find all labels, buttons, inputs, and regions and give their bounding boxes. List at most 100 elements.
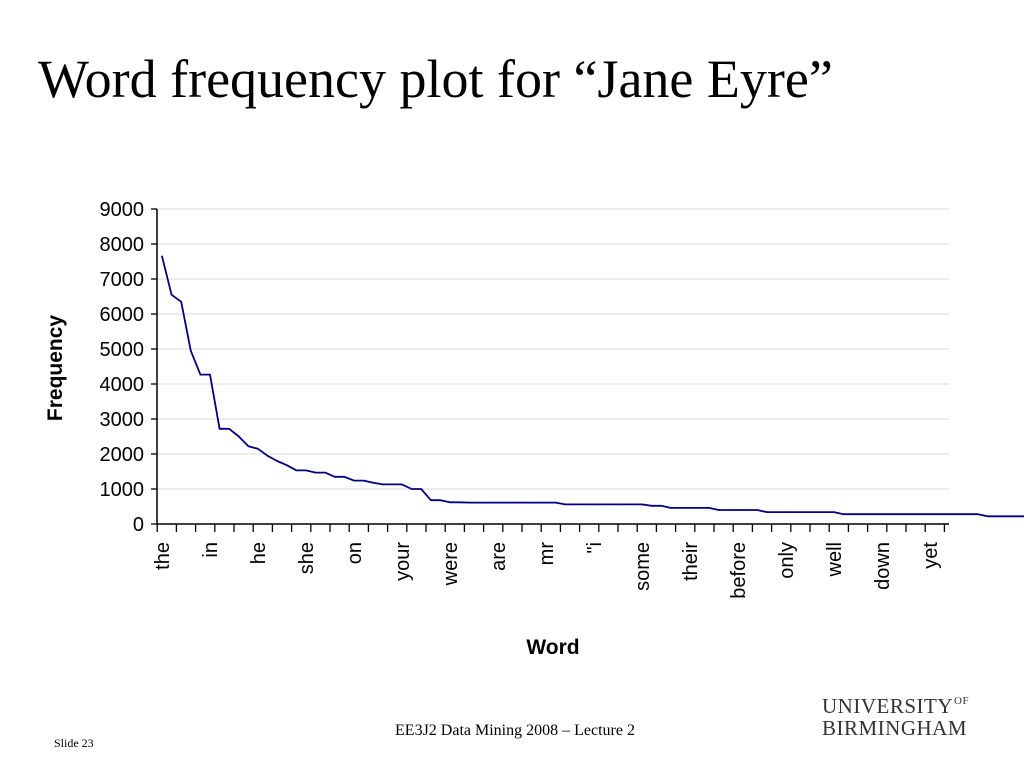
data-point <box>737 509 739 511</box>
data-point <box>718 509 720 511</box>
x-tick-label: your <box>392 542 414 581</box>
x-tick-label: the <box>152 542 174 570</box>
y-tick-label: 9000 <box>100 199 145 221</box>
y-ticks: 0 1000 2000 3000 4000 5000 6000 7000 8000 9000 <box>100 199 157 536</box>
x-tick-label: yet <box>920 542 942 569</box>
data-point <box>209 373 211 376</box>
data-point <box>852 513 854 515</box>
data-point <box>554 501 557 504</box>
axes <box>156 209 949 525</box>
data-point <box>343 476 346 478</box>
x-tick-label: are <box>488 542 510 571</box>
data-point <box>199 373 202 376</box>
x-axis-title: Word <box>526 636 579 659</box>
data-point <box>862 513 864 515</box>
data-point <box>660 505 662 507</box>
data-point <box>526 501 528 504</box>
data-point <box>650 505 653 507</box>
data-point <box>900 513 902 515</box>
footer-course-title: EE3J2 Data Mining 2008 – Lecture 2 <box>395 722 635 739</box>
y-tick-label: 1000 <box>100 479 145 501</box>
university-logo: UNIVERSITY OF BIRMINGHAM <box>822 694 982 740</box>
y-tick-label: 7000 <box>100 269 145 291</box>
data-point <box>890 513 893 515</box>
series-layer <box>161 255 1024 518</box>
data-point <box>410 488 413 490</box>
data-point <box>881 513 883 515</box>
y-tick-label: 3000 <box>100 409 145 431</box>
slide-number: Slide 23 <box>54 736 94 750</box>
x-tick-label: in <box>200 542 222 558</box>
data-point <box>545 501 547 504</box>
data-point <box>698 507 701 509</box>
y-tick-label: 5000 <box>100 339 145 361</box>
data-point <box>276 460 279 462</box>
data-point <box>919 513 922 515</box>
data-point <box>679 507 682 509</box>
data-point <box>794 511 797 513</box>
data-point <box>257 448 259 450</box>
data-point <box>161 255 163 258</box>
x-tick-label: down <box>872 542 894 590</box>
x-tick-label: were <box>440 542 462 586</box>
y-tick-label: 8000 <box>100 234 145 256</box>
logo-university-text: UNIVERSITY <box>822 694 953 718</box>
logo-of-text: OF <box>954 695 970 707</box>
x-tick-label: on <box>344 542 366 564</box>
data-point <box>996 515 998 518</box>
data-point <box>382 483 384 486</box>
x-tick-label: she <box>296 542 318 574</box>
data-point <box>238 435 240 438</box>
data-point <box>190 350 192 352</box>
data-point <box>497 501 499 504</box>
data-point <box>775 511 778 513</box>
data-point <box>823 511 826 513</box>
x-tick-label: only <box>776 542 798 579</box>
data-point <box>391 483 394 486</box>
data-point <box>746 509 749 511</box>
data-point <box>516 501 518 504</box>
data-point <box>948 513 950 515</box>
data-point <box>266 455 269 457</box>
x-tick-label: he <box>248 542 270 564</box>
data-point <box>871 513 874 515</box>
data-point <box>986 515 989 518</box>
data-point <box>286 464 288 467</box>
data-point <box>814 511 816 513</box>
data-point <box>564 503 566 506</box>
data-point <box>487 501 490 504</box>
y-tick-label: 2000 <box>100 444 145 466</box>
data-point <box>910 513 912 515</box>
data-point <box>593 503 595 506</box>
data-point <box>670 507 672 509</box>
frequency-series-line <box>161 256 1024 518</box>
data-point <box>583 503 586 506</box>
data-point <box>574 503 576 506</box>
data-point <box>929 513 931 515</box>
x-tick-label: "i <box>584 542 606 554</box>
data-point <box>430 499 432 502</box>
x-tick-label: their <box>680 542 702 581</box>
data-point <box>689 507 691 509</box>
x-tick-label: mr <box>536 542 558 566</box>
data-point <box>180 301 182 303</box>
data-point <box>305 469 307 472</box>
data-point <box>756 509 758 511</box>
grid-lines <box>157 208 949 490</box>
data-point <box>372 481 375 484</box>
data-point <box>727 509 730 511</box>
x-tick-label: some <box>632 542 654 591</box>
data-point <box>401 483 403 486</box>
data-point <box>785 511 787 513</box>
y-tick-label: 0 <box>133 514 144 536</box>
data-point <box>631 503 634 506</box>
x-tick-label: well <box>824 542 846 577</box>
data-point <box>420 488 423 490</box>
data-point <box>324 471 327 474</box>
data-point <box>1006 515 1008 518</box>
data-point <box>170 294 173 296</box>
data-point <box>228 428 230 430</box>
data-point <box>506 501 509 504</box>
data-point <box>602 503 605 506</box>
